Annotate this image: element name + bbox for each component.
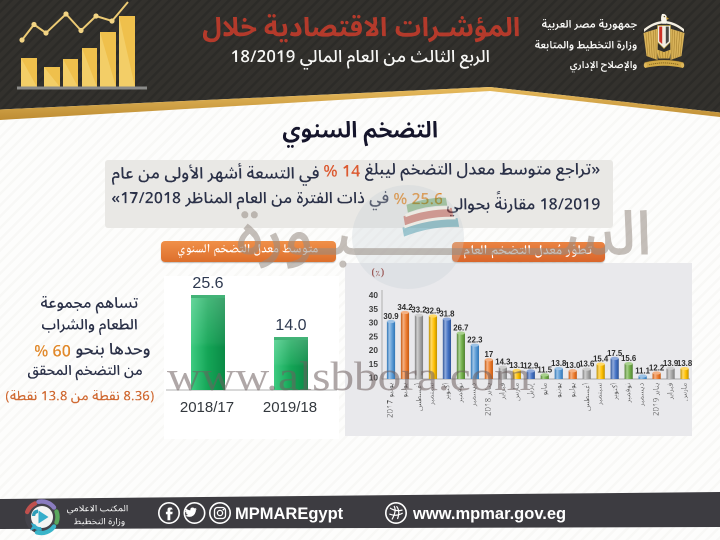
svg-text:11.5: 11.5	[537, 365, 552, 374]
svg-text:17.5: 17.5	[607, 349, 623, 358]
svg-text:40: 40	[369, 290, 379, 300]
svg-text:14.0: 14.0	[275, 317, 306, 334]
svg-text:20: 20	[369, 345, 379, 355]
svg-text:25: 25	[369, 332, 379, 342]
svg-text:33.2: 33.2	[411, 306, 427, 315]
svg-text:15: 15	[369, 359, 379, 369]
svg-text:15.6: 15.6	[621, 354, 637, 363]
svg-text:30: 30	[369, 318, 379, 328]
svg-text:14.3: 14.3	[495, 358, 511, 367]
svg-text:22.3: 22.3	[467, 336, 483, 345]
svg-text:2018/17: 2018/17	[180, 399, 234, 416]
svg-text:31.8: 31.8	[439, 310, 455, 319]
svg-text:26.7: 26.7	[453, 324, 468, 333]
svg-text:13.9: 13.9	[663, 359, 679, 368]
svg-text:12.2: 12.2	[649, 364, 665, 373]
svg-text:13.6: 13.6	[579, 360, 595, 369]
svg-text:25.6: 25.6	[192, 276, 223, 292]
svg-text:32.9: 32.9	[425, 307, 441, 316]
svg-text:13.1: 13.1	[509, 361, 525, 370]
svg-text:17: 17	[485, 350, 494, 359]
svg-text:MPMAREgypt: MPMAREgypt	[235, 505, 344, 523]
svg-text:13.8: 13.8	[677, 359, 692, 368]
svg-text:13.0: 13.0	[565, 361, 581, 370]
svg-text:15.4: 15.4	[593, 355, 609, 364]
svg-text:2019/18: 2019/18	[263, 399, 317, 416]
svg-text:34.2: 34.2	[397, 303, 413, 312]
svg-text:35: 35	[369, 304, 379, 314]
svg-text:13.8: 13.8	[551, 359, 567, 368]
svg-text:www.alsbbora.com: www.alsbbora.com	[167, 353, 531, 398]
svg-text:12.9: 12.9	[523, 362, 539, 371]
svg-text:11.1: 11.1	[635, 367, 650, 376]
svg-text:www.mpmar.gov.eg: www.mpmar.gov.eg	[412, 505, 566, 523]
svg-text:30.9: 30.9	[383, 312, 399, 321]
svg-text:10: 10	[369, 373, 379, 383]
